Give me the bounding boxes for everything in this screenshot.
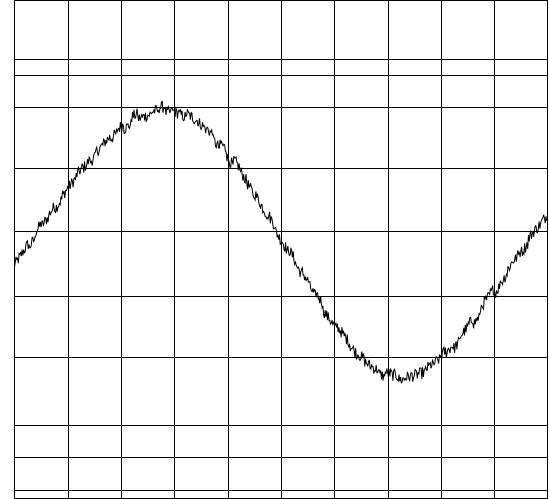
series-group bbox=[14, 100, 548, 384]
series-line-1 bbox=[14, 100, 548, 384]
grid bbox=[14, 0, 548, 499]
